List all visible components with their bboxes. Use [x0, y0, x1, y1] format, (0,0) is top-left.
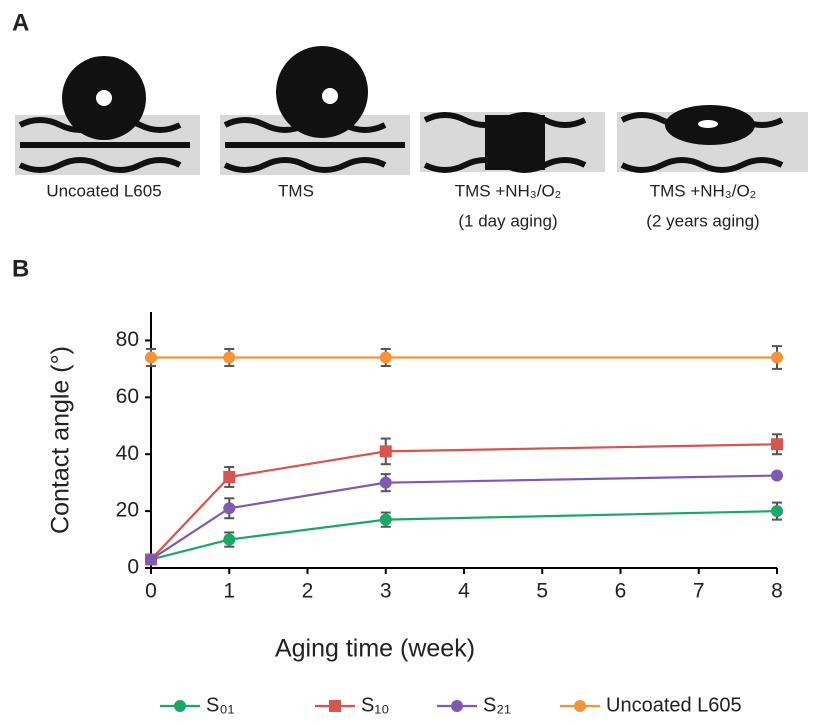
marker: [223, 351, 236, 364]
photo: [617, 105, 808, 173]
photo-caption: (1 day aging): [458, 211, 557, 230]
marker: [145, 553, 157, 566]
marker: [451, 700, 463, 712]
marker: [223, 533, 236, 546]
series-line: [150, 510, 778, 561]
marker: [329, 700, 341, 712]
legend-label: S₀₁: [206, 694, 235, 716]
x-tick-label: 1: [223, 580, 235, 603]
photo: [15, 56, 200, 175]
series-line: [150, 474, 778, 561]
marker: [379, 476, 392, 489]
marker: [574, 700, 586, 712]
legend-label: Uncoated L605: [606, 694, 742, 716]
marker: [771, 351, 783, 364]
x-tick-label: 3: [380, 580, 392, 603]
marker: [771, 505, 783, 518]
x-tick-label: 8: [771, 580, 783, 603]
x-tick-label: 6: [615, 580, 627, 603]
x-axis-label: Aging time (week): [275, 635, 475, 663]
marker: [379, 513, 392, 526]
photo-panels: [15, 46, 808, 175]
legend-label: S₁₀: [361, 694, 389, 716]
y-tick-label: 40: [116, 442, 139, 465]
marker: [771, 438, 783, 451]
panel-label: A: [12, 9, 29, 36]
x-tick-label: 0: [145, 580, 157, 603]
y-tick-label: 20: [116, 499, 139, 522]
marker: [145, 351, 157, 364]
photo-caption: TMS +NH₃/O₂: [455, 181, 562, 200]
marker: [223, 470, 236, 483]
x-tick-label: 7: [693, 580, 705, 603]
y-tick-label: 0: [127, 556, 139, 579]
marker: [379, 351, 392, 364]
photo-caption: Uncoated L605: [46, 181, 161, 200]
marker: [771, 469, 783, 482]
photo-caption: TMS +NH₃/O₂: [650, 181, 757, 200]
x-tick-label: 4: [458, 580, 470, 603]
y-axis-label: Contact angle (°): [47, 346, 75, 534]
photo-caption: TMS: [278, 181, 314, 200]
y-tick-label: 80: [116, 328, 139, 351]
marker: [223, 502, 236, 515]
x-tick-label: 5: [536, 580, 548, 603]
photo-caption: (2 years aging): [646, 211, 759, 230]
x-tick-label: 2: [302, 580, 314, 603]
marker: [174, 700, 186, 712]
series-line: [150, 443, 778, 561]
photo: [220, 46, 410, 175]
legend-label: S₂₁: [483, 694, 511, 716]
marker: [379, 445, 392, 458]
panel-label: B: [12, 255, 29, 282]
photo: [420, 112, 605, 173]
y-tick-label: 60: [116, 385, 139, 408]
